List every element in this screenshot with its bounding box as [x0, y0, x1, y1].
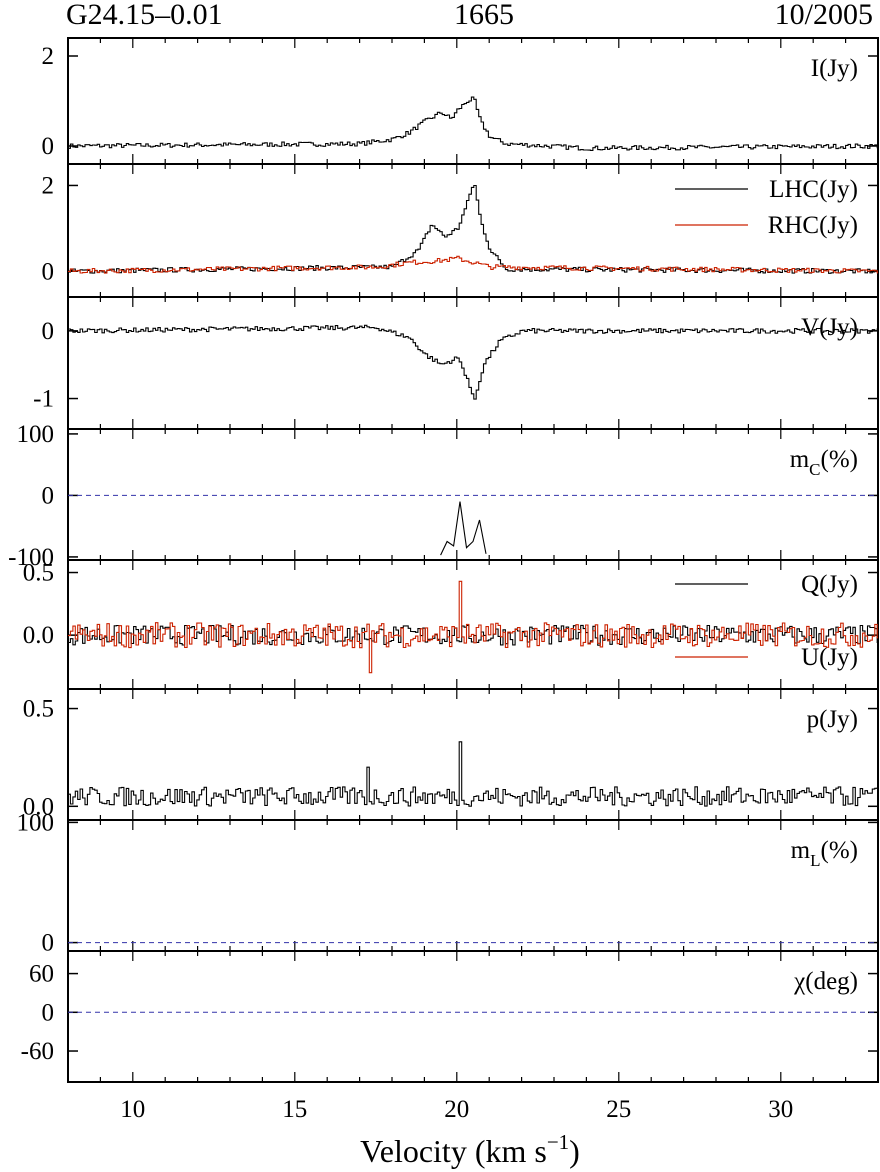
panel-frame: [67, 163, 879, 298]
panel-V: 0 -1 V(Jy): [33, 296, 879, 430]
y-tick-label: 0.5: [23, 696, 54, 723]
series-p: [68, 741, 878, 807]
panel-chi: 60 0 -60 χ(deg): [21, 950, 879, 1083]
panel-label: V(Jy): [801, 314, 858, 341]
y-tick-label: 0: [42, 930, 55, 957]
x-axis-label-end: ): [569, 1133, 580, 1169]
panel-label: χ(deg): [793, 968, 858, 995]
header-right-date: 10/2005: [775, 0, 873, 31]
x-axis-label: Velocity (km s−1): [360, 1130, 580, 1169]
y-tick-label: 2: [42, 172, 55, 199]
series-U: [68, 580, 878, 674]
legend-label-1: U(Jy): [801, 644, 858, 671]
panel-label-sub: L: [810, 851, 820, 870]
y-tick-label: 100: [17, 809, 55, 836]
series-mC: [440, 501, 487, 556]
series-I: [68, 96, 878, 151]
y-tick-label: 0: [42, 133, 55, 160]
panel-frame: [67, 819, 879, 952]
panel-label: mL(%): [791, 837, 858, 870]
panel-label: p(Jy): [807, 706, 858, 733]
legend-label-1: RHC(Jy): [768, 212, 858, 239]
x-tick-label: 15: [282, 1096, 307, 1123]
panel-label-end: (%): [821, 446, 858, 473]
header-left-source: G24.15–0.01: [66, 0, 223, 31]
legend-label-0: Q(Jy): [801, 571, 858, 598]
panel-mL: 100 0 mL(%): [17, 809, 879, 957]
y-tick-label: 60: [29, 961, 54, 988]
panel-frame: [67, 950, 879, 1083]
panel-QU: 0.5 0.0 Q(Jy) U(Jy): [23, 559, 879, 690]
panel-LHC-RHC: 0 2 LHC(Jy) RHC(Jy): [42, 163, 879, 298]
panels-group: 0 2 I(Jy) 0 2 LHC(Jy) RHC(Jy) 0 -1 V(Jy) 100 0 -100 m…: [8, 37, 879, 1083]
x-axis: 10 15 20 25 30 Velocity (km s−1): [120, 1096, 793, 1169]
y-tick-label: 0.0: [23, 793, 54, 820]
y-tick-label: -60: [21, 1038, 54, 1065]
panel-mC: 100 0 -100 mC(%): [8, 421, 879, 571]
panel-frame: [67, 296, 879, 430]
legend-label-0: LHC(Jy): [769, 176, 858, 203]
panel-I: 0 2 I(Jy): [42, 37, 879, 165]
panel-label: mC(%): [790, 446, 858, 479]
y-tick-label: 0: [42, 482, 55, 509]
y-tick-label: 0: [42, 999, 55, 1026]
x-axis-label-sup: −1: [547, 1130, 569, 1154]
x-tick-label: 25: [606, 1096, 631, 1123]
panel-label-end: (%): [821, 837, 858, 864]
y-tick-label: 0.0: [23, 622, 54, 649]
y-tick-label: 2: [42, 43, 55, 70]
y-tick-label: 0: [42, 258, 55, 285]
x-tick-label: 20: [444, 1096, 469, 1123]
series-RHC: [68, 255, 878, 274]
y-tick-label: -100: [8, 544, 54, 571]
header-center-frequency: 1665: [454, 0, 514, 31]
series-LHC: [68, 184, 878, 274]
panel-p: 0.5 0.0 p(Jy): [23, 688, 879, 821]
panel-label-sub: C: [809, 460, 820, 479]
series-V: [68, 324, 878, 400]
y-tick-label: -1: [33, 386, 54, 413]
y-tick-label: 100: [17, 421, 55, 448]
x-tick-label: 10: [120, 1096, 145, 1123]
panel-label: I(Jy): [811, 55, 858, 82]
y-tick-label: 0: [42, 318, 55, 345]
y-tick-label: 0.5: [23, 560, 54, 587]
x-tick-label: 30: [768, 1096, 793, 1123]
